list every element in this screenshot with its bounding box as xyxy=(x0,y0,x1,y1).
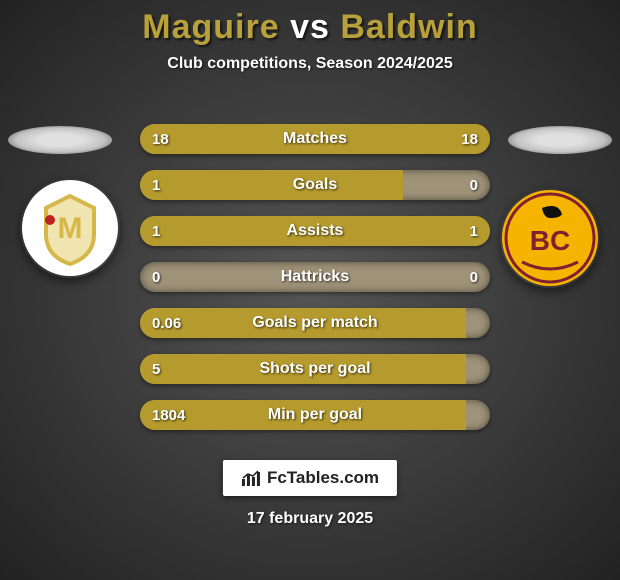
stat-row-goals: 10Goals xyxy=(140,170,490,200)
chart-icon xyxy=(241,469,261,487)
subtitle: Club competitions, Season 2024/2025 xyxy=(0,55,620,73)
stat-row-matches: 1818Matches xyxy=(140,124,490,154)
stat-label: Hattricks xyxy=(140,262,490,292)
stat-label: Goals per match xyxy=(140,308,490,338)
title-player1: Maguire xyxy=(142,8,279,46)
watermark-text: FcTables.com xyxy=(267,468,379,488)
stat-row-goals-per-match: 0.06Goals per match xyxy=(140,308,490,338)
title-vs: vs xyxy=(290,8,330,46)
stat-row-min-per-goal: 1804Min per goal xyxy=(140,400,490,430)
club-crest-right-icon: BC xyxy=(500,188,600,288)
date-text: 17 february 2025 xyxy=(0,510,620,528)
svg-text:M: M xyxy=(58,212,83,245)
stat-label: Goals xyxy=(140,170,490,200)
stat-bars: 1818Matches 10Goals 11Assists 00Hattricks 0.… xyxy=(140,124,490,446)
stat-row-shots-per-goal: 5Shots per goal xyxy=(140,354,490,384)
page-title: Maguire vs Baldwin xyxy=(0,0,620,47)
watermark: FcTables.com xyxy=(223,460,397,496)
title-player2: Baldwin xyxy=(340,8,477,46)
club-crest-left-icon: M xyxy=(20,178,120,278)
stat-row-hattricks: 00Hattricks xyxy=(140,262,490,292)
stat-label: Shots per goal xyxy=(140,354,490,384)
stat-label: Assists xyxy=(140,216,490,246)
stat-label: Min per goal xyxy=(140,400,490,430)
svg-text:BC: BC xyxy=(530,225,570,256)
shadow-ellipse-right xyxy=(508,126,612,154)
club-badge-right: BC xyxy=(500,188,600,288)
stat-label: Matches xyxy=(140,124,490,154)
shadow-ellipse-left xyxy=(8,126,112,154)
club-badge-left: M xyxy=(20,178,120,278)
stat-row-assists: 11Assists xyxy=(140,216,490,246)
